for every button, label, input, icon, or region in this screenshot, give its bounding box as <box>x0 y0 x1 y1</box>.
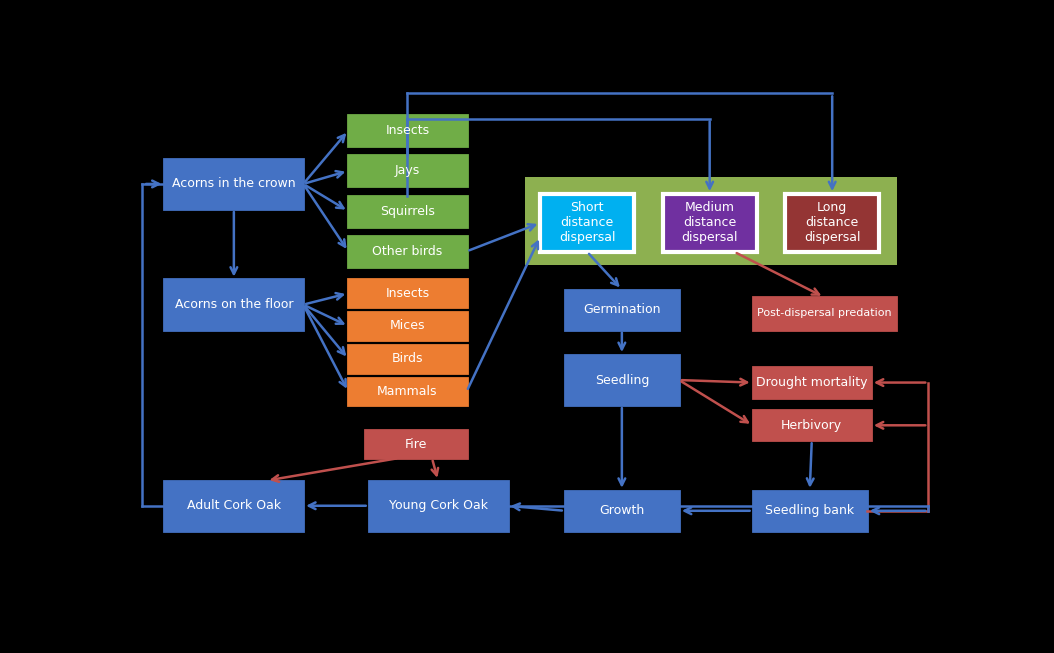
Text: Drought mortality: Drought mortality <box>756 376 867 389</box>
Text: Young Cork Oak: Young Cork Oak <box>389 500 488 512</box>
Text: Long
distance
dispersal: Long distance dispersal <box>804 201 860 244</box>
FancyBboxPatch shape <box>348 279 467 307</box>
FancyBboxPatch shape <box>753 297 896 330</box>
Text: Growth: Growth <box>600 504 644 517</box>
Text: Insects: Insects <box>386 287 429 300</box>
Text: Other birds: Other birds <box>372 245 443 258</box>
FancyBboxPatch shape <box>164 159 304 209</box>
FancyBboxPatch shape <box>348 377 467 405</box>
FancyBboxPatch shape <box>348 155 467 187</box>
FancyBboxPatch shape <box>785 194 879 252</box>
Text: Squirrels: Squirrels <box>380 204 435 217</box>
FancyBboxPatch shape <box>164 279 304 330</box>
FancyBboxPatch shape <box>348 195 467 227</box>
Text: Seedling bank: Seedling bank <box>765 504 855 517</box>
FancyBboxPatch shape <box>348 312 467 340</box>
FancyBboxPatch shape <box>348 236 467 267</box>
Text: Mammals: Mammals <box>377 385 437 398</box>
FancyBboxPatch shape <box>365 430 467 458</box>
FancyBboxPatch shape <box>565 355 679 405</box>
FancyBboxPatch shape <box>565 289 679 330</box>
Text: Mices: Mices <box>390 319 425 332</box>
Text: Birds: Birds <box>392 352 424 365</box>
FancyBboxPatch shape <box>753 410 871 440</box>
FancyBboxPatch shape <box>526 178 897 265</box>
Text: Adult Cork Oak: Adult Cork Oak <box>187 500 281 512</box>
FancyBboxPatch shape <box>540 194 635 252</box>
Text: Fire: Fire <box>405 438 427 451</box>
Text: Post-dispersal predation: Post-dispersal predation <box>757 308 892 319</box>
Text: Medium
distance
dispersal: Medium distance dispersal <box>682 201 738 244</box>
Text: Insects: Insects <box>386 124 429 137</box>
FancyBboxPatch shape <box>753 368 871 398</box>
FancyBboxPatch shape <box>348 345 467 372</box>
Text: Acorns on the floor: Acorns on the floor <box>175 298 293 311</box>
Text: Germination: Germination <box>583 303 661 316</box>
Text: Herbivory: Herbivory <box>781 419 842 432</box>
FancyBboxPatch shape <box>753 490 867 531</box>
FancyBboxPatch shape <box>348 115 467 146</box>
FancyBboxPatch shape <box>369 481 508 531</box>
FancyBboxPatch shape <box>164 481 304 531</box>
Text: Seedling: Seedling <box>594 374 649 387</box>
FancyBboxPatch shape <box>663 194 757 252</box>
FancyBboxPatch shape <box>565 490 679 531</box>
Text: Short
distance
dispersal: Short distance dispersal <box>559 201 616 244</box>
Text: Acorns in the crown: Acorns in the crown <box>172 178 296 191</box>
Text: Jays: Jays <box>395 165 421 178</box>
